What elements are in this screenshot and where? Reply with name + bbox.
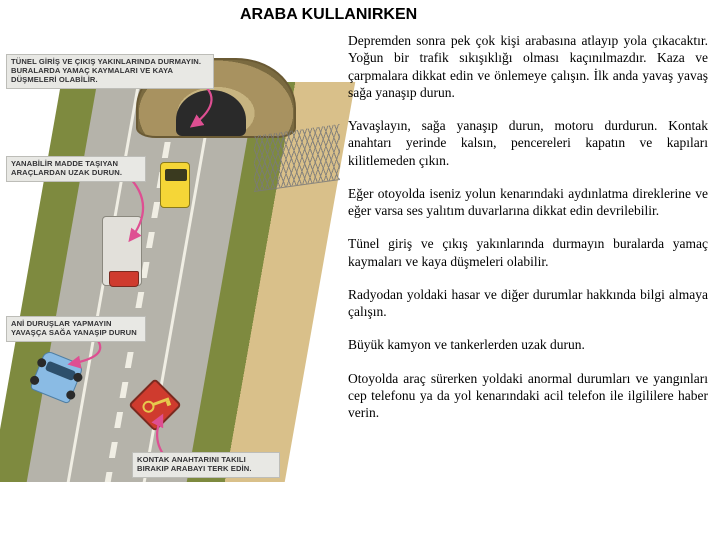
page-title: ARABA KULLANIRKEN (240, 6, 417, 24)
paragraph: Tünel giriş ve çıkış yakınlarında durmay… (348, 235, 708, 270)
label-text: BIRAKIP ARABAYI TERK EDİN. (137, 464, 252, 473)
label-text: ARAÇLARDAN UZAK DURUN. (11, 168, 122, 177)
label-flammable: YANABİLİR MADDE TAŞIYAN ARAÇLARDAN UZAK … (6, 156, 146, 182)
paragraph: Depremden sonra pek çok kişi arabasına a… (348, 32, 708, 101)
label-text: BURALARDA YAMAÇ KAYMALARI VE KAYA DÜŞMEL… (11, 66, 173, 84)
paragraph: Otoyolda araç sürerken yoldaki anormal d… (348, 370, 708, 422)
label-key: KONTAK ANAHTARINI TAKILI BIRAKIP ARABAYI… (132, 452, 280, 478)
paragraph: Eğer otoyolda iseniz yolun kenarındaki a… (348, 185, 708, 220)
scene (6, 54, 340, 494)
label-text: YANABİLİR MADDE TAŞIYAN (11, 159, 118, 168)
label-tunnel: TÜNEL GİRİŞ VE ÇIKIŞ YAKINLARINDA DURMAY… (6, 54, 214, 89)
yellow-car-icon (160, 162, 190, 208)
paragraph: Yavaşlayın, sağa yanaşıp durun, motoru d… (348, 117, 708, 169)
label-text: YAVAŞÇA SAĞA YANAŞIP DURUN (11, 328, 137, 337)
label-text: TÜNEL GİRİŞ VE ÇIKIŞ YAKINLARINDA DURMAY… (11, 57, 201, 66)
label-slow-right: ANİ DURUŞLAR YAPMAYIN YAVAŞÇA SAĞA YANAŞ… (6, 316, 146, 342)
label-text: ANİ DURUŞLAR YAPMAYIN (11, 319, 112, 328)
label-text: KONTAK ANAHTARINI TAKILI (137, 455, 246, 464)
paragraph: Radyodan yoldaki hasar ve diğer durumlar… (348, 286, 708, 321)
paragraph: Büyük kamyon ve tankerlerden uzak durun. (348, 336, 708, 353)
body-text: Depremden sonra pek çok kişi arabasına a… (348, 32, 708, 438)
tank-truck-icon (102, 216, 142, 286)
safety-illustration: TÜNEL GİRİŞ VE ÇIKIŞ YAKINLARINDA DURMAY… (6, 54, 340, 494)
